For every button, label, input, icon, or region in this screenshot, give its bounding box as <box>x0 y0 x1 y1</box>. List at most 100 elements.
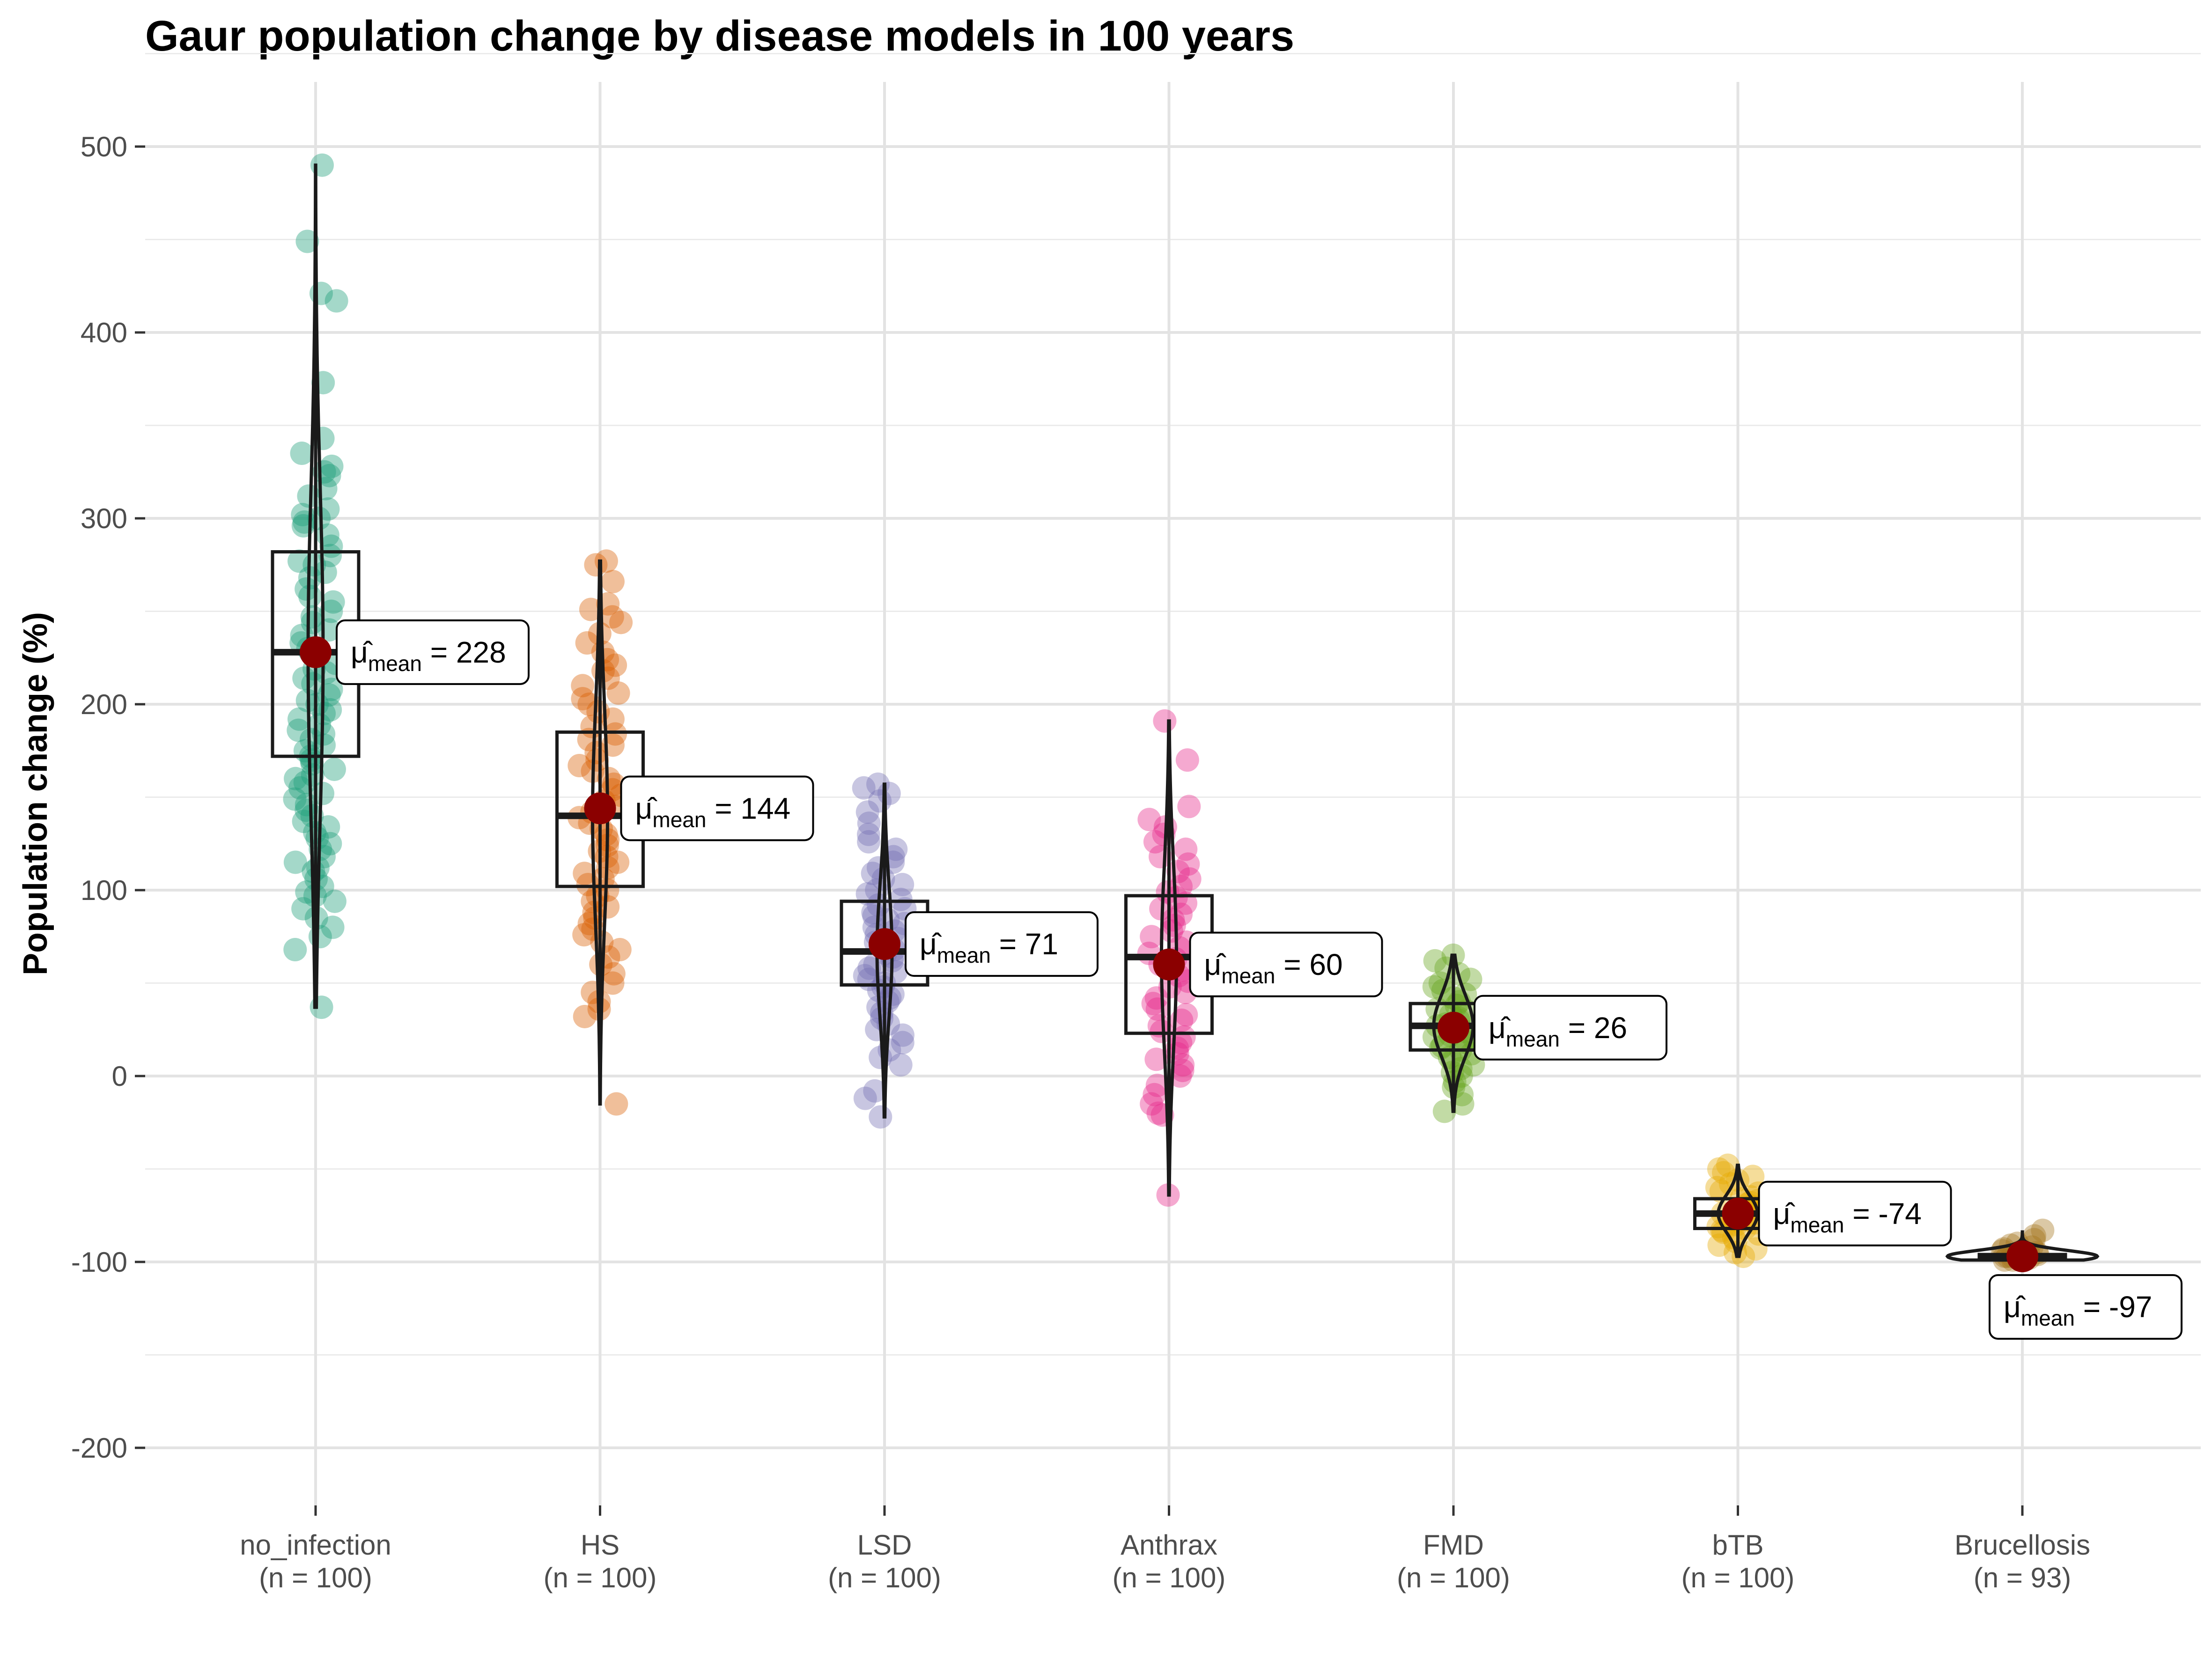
data-point <box>856 822 880 846</box>
data-point <box>869 1105 892 1129</box>
group-hs: μ̂mean = 144 <box>555 549 814 1116</box>
data-point <box>586 884 610 907</box>
data-point <box>307 507 331 530</box>
data-point <box>881 982 905 1006</box>
data-point <box>596 895 620 919</box>
data-point <box>568 754 591 778</box>
mean-label-box <box>1758 1180 1952 1246</box>
data-point <box>308 713 332 737</box>
y-tick-label: 400 <box>81 317 127 348</box>
mean-label-box <box>905 911 1099 977</box>
data-point <box>1143 1083 1166 1106</box>
x-tick-label: no_infection <box>240 1529 391 1561</box>
mean-label: μ̂mean = 144 <box>635 791 791 832</box>
x-tick-label: FMD <box>1423 1529 1484 1561</box>
data-point <box>322 757 346 781</box>
mean-label: μ̂mean = 60 <box>1204 948 1343 988</box>
data-point <box>601 971 625 995</box>
data-point <box>857 811 881 835</box>
data-point <box>290 442 314 465</box>
data-point <box>288 549 311 573</box>
x-tick-n-label: (n = 100) <box>1397 1562 1510 1593</box>
data-point <box>1459 967 1482 991</box>
x-tick-n-label: (n = 100) <box>1681 1562 1795 1593</box>
data-point <box>1143 830 1167 854</box>
data-point <box>295 229 319 253</box>
data-point <box>579 597 603 621</box>
data-point <box>308 925 332 949</box>
y-tick-label: 100 <box>81 875 127 906</box>
data-point <box>1144 1047 1168 1071</box>
mean-point <box>2006 1240 2038 1273</box>
data-point <box>876 908 900 932</box>
data-point <box>2031 1218 2055 1242</box>
data-point <box>876 990 900 1014</box>
data-point <box>291 503 315 527</box>
data-point <box>1176 852 1200 876</box>
data-point <box>1445 994 1468 1018</box>
data-point <box>604 653 627 677</box>
data-point <box>1423 949 1447 973</box>
data-point <box>865 878 889 902</box>
data-point <box>1171 1053 1195 1077</box>
data-point <box>291 897 315 921</box>
mean-label: μ̂mean = 71 <box>920 927 1058 967</box>
mean-label-box <box>336 619 530 685</box>
x-tick-n-label: (n = 100) <box>828 1562 941 1593</box>
data-point <box>324 289 348 313</box>
data-point <box>319 678 343 701</box>
group-btb: μ̂mean = -74 <box>1693 1153 1952 1268</box>
data-point <box>891 873 914 897</box>
data-point <box>573 862 597 885</box>
violin-outline <box>1159 719 1179 1197</box>
data-point <box>1707 1157 1731 1181</box>
data-point <box>317 464 341 487</box>
data-point <box>575 631 599 655</box>
y-tick-label: -100 <box>71 1246 127 1278</box>
x-tick-n-label: (n = 100) <box>1113 1562 1226 1593</box>
data-point <box>1137 808 1161 832</box>
mean-label: μ̂mean = -74 <box>1773 1197 1922 1237</box>
data-point <box>1705 1176 1729 1200</box>
group-fmd: μ̂mean = 26 <box>1408 943 1667 1123</box>
data-point <box>884 837 908 861</box>
x-tick-label: Anthrax <box>1121 1529 1217 1561</box>
data-point <box>283 938 307 962</box>
data-point <box>1141 992 1165 1016</box>
x-tick-n-label: (n = 100) <box>259 1562 372 1593</box>
data-point <box>1145 1073 1169 1097</box>
data-point <box>863 1079 887 1103</box>
data-point <box>571 687 595 711</box>
data-point <box>1165 1036 1189 1060</box>
violin-outline <box>1716 1164 1760 1258</box>
mean-point <box>1153 948 1185 981</box>
data-point <box>891 1023 914 1047</box>
data-point <box>573 1004 597 1028</box>
x-tick-label: bTB <box>1712 1529 1763 1561</box>
data-point <box>1140 925 1164 949</box>
data-point <box>323 889 347 913</box>
y-tick-label: 0 <box>112 1061 127 1092</box>
data-point <box>600 605 624 629</box>
mean-point <box>1722 1197 1754 1230</box>
data-point <box>889 1053 913 1077</box>
data-point <box>861 862 885 885</box>
data-point <box>284 767 308 790</box>
data-point <box>601 707 625 731</box>
mean-point <box>1438 1011 1469 1044</box>
group-lsd: μ̂mean = 71 <box>840 772 1099 1129</box>
mean-label-box <box>1474 995 1667 1061</box>
data-point <box>601 569 625 593</box>
x-tick-label: HS <box>581 1529 619 1561</box>
data-point <box>1161 908 1185 932</box>
data-point <box>609 611 633 634</box>
x-tick-label: LSD <box>857 1529 912 1561</box>
data-point <box>300 605 324 629</box>
data-point <box>603 722 627 746</box>
x-tick-n-label: (n = 93) <box>1974 1562 2071 1593</box>
data-point <box>312 733 336 757</box>
data-point <box>320 454 344 478</box>
data-point <box>317 815 340 839</box>
data-point <box>1140 1092 1164 1116</box>
